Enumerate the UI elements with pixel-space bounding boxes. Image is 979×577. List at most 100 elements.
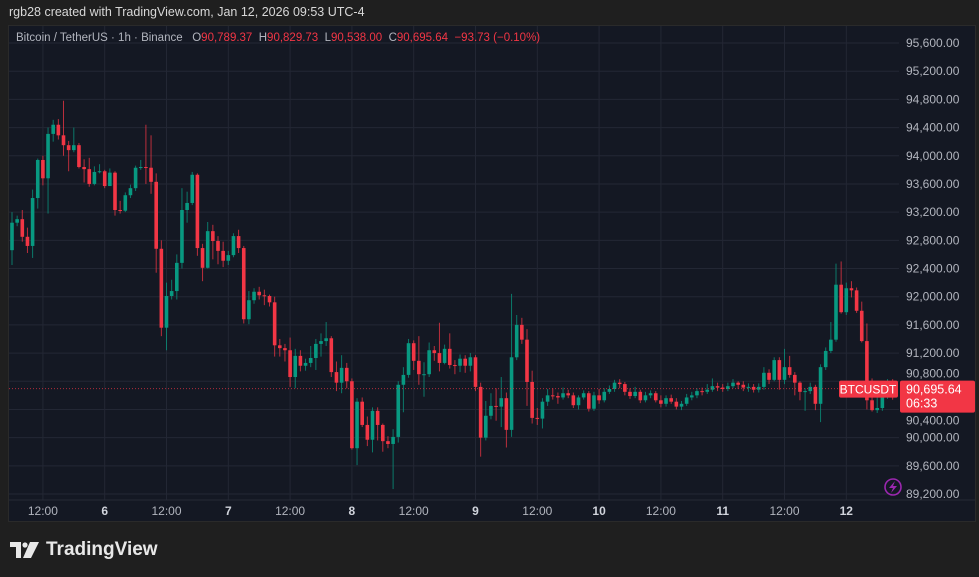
candle-down[interactable] [195, 174, 200, 249]
candle-down[interactable] [447, 348, 452, 366]
candle-up[interactable] [690, 395, 694, 398]
candle-down[interactable] [283, 348, 287, 351]
candle-up[interactable] [108, 172, 112, 187]
candle-up[interactable] [782, 367, 787, 380]
candle-down[interactable] [350, 381, 354, 449]
candle-down[interactable] [334, 372, 339, 383]
candle-down[interactable] [82, 167, 86, 170]
candle-down[interactable] [638, 391, 643, 401]
candle-up[interactable] [540, 401, 545, 419]
candle-up[interactable] [422, 374, 426, 376]
candle-down[interactable] [793, 374, 797, 383]
candle-up[interactable] [844, 288, 849, 313]
candle-up[interactable] [710, 386, 715, 390]
candle-down[interactable] [118, 210, 122, 212]
candle-up[interactable] [190, 174, 195, 203]
candle-down[interactable] [870, 400, 874, 411]
candle-down[interactable] [530, 381, 534, 418]
candle-up[interactable] [705, 389, 710, 392]
candle-up[interactable] [545, 395, 550, 402]
candle-up[interactable] [303, 362, 308, 366]
candle-down[interactable] [571, 395, 576, 406]
candle-down[interactable] [859, 310, 864, 342]
candle-up[interactable] [818, 367, 823, 404]
candle-down[interactable] [494, 405, 498, 407]
candle-down[interactable] [375, 410, 380, 425]
candle-up[interactable] [72, 145, 76, 151]
candle-up[interactable] [509, 357, 514, 430]
candle-up[interactable] [128, 188, 133, 196]
candle-down[interactable] [386, 441, 390, 444]
candle-down[interactable] [411, 343, 416, 361]
candle-up[interactable] [133, 167, 138, 189]
candle-down[interactable] [278, 345, 282, 349]
candle-down[interactable] [66, 145, 71, 151]
candle-up[interactable] [592, 395, 596, 409]
candle-down[interactable] [767, 372, 771, 380]
candle-down[interactable] [453, 365, 457, 367]
candle-up[interactable] [726, 386, 730, 390]
candle-up[interactable] [92, 171, 97, 184]
candle-down[interactable] [787, 367, 792, 375]
candle-up[interactable] [308, 357, 313, 363]
candle-up[interactable] [339, 367, 344, 383]
candle-up[interactable] [499, 398, 504, 407]
candle-up[interactable] [684, 397, 689, 404]
candle-up[interactable] [15, 219, 19, 223]
candle-up[interactable] [252, 291, 256, 301]
candle-down[interactable] [674, 401, 679, 407]
candle-down[interactable] [504, 398, 509, 430]
candle-up[interactable] [823, 350, 828, 368]
candle-down[interactable] [200, 248, 205, 268]
candle-up[interactable] [97, 171, 102, 173]
candle-down[interactable] [102, 171, 107, 187]
candle-down[interactable] [221, 250, 225, 261]
candle-down[interactable] [77, 145, 81, 168]
candle-down[interactable] [478, 386, 483, 438]
candle-up[interactable] [138, 167, 143, 169]
candle-up[interactable] [442, 348, 447, 363]
candle-up[interactable] [648, 393, 653, 396]
candle-up[interactable] [247, 300, 251, 320]
candle-up[interactable] [175, 262, 179, 292]
candle-down[interactable] [623, 384, 627, 392]
candle-up[interactable] [731, 382, 735, 387]
candle-down[interactable] [432, 350, 437, 354]
candle-up[interactable] [30, 198, 35, 246]
candle-down[interactable] [463, 358, 467, 366]
candle-down[interactable] [344, 367, 349, 382]
candle-up[interactable] [612, 382, 617, 390]
candle-down[interactable] [715, 386, 720, 388]
tradingview-logo[interactable]: TradingView [10, 539, 158, 561]
candle-down[interactable] [211, 231, 215, 242]
candle-down[interactable] [653, 393, 658, 401]
candle-up[interactable] [427, 350, 431, 375]
candle-down[interactable] [154, 181, 158, 249]
candle-down[interactable] [144, 167, 148, 169]
candle-down[interactable] [587, 393, 591, 409]
candle-up[interactable] [489, 405, 493, 416]
candle-up[interactable] [880, 395, 885, 409]
candle-down[interactable] [159, 248, 164, 328]
candle-up[interactable] [185, 202, 189, 211]
candle-up[interactable] [875, 408, 879, 411]
candle-up[interactable] [324, 338, 328, 342]
candle-down[interactable] [628, 391, 632, 397]
candle-up[interactable] [695, 391, 699, 396]
candle-down[interactable] [798, 382, 802, 392]
candle-up[interactable] [664, 398, 668, 404]
symbol-label[interactable]: Bitcoin / TetherUS · 1h · Binance [16, 32, 183, 44]
candle-down[interactable] [241, 248, 246, 320]
candle-up[interactable] [756, 386, 761, 390]
candle-up[interactable] [370, 410, 375, 440]
candle-down[interactable] [813, 386, 818, 404]
candle-down[interactable] [61, 135, 66, 146]
candle-up[interactable] [406, 343, 411, 375]
candle-up[interactable] [10, 222, 14, 251]
candle-up[interactable] [35, 159, 40, 199]
candle-up[interactable] [633, 391, 637, 397]
candle-down[interactable] [669, 398, 673, 402]
candle-down[interactable] [149, 167, 153, 182]
candle-down[interactable] [700, 391, 704, 393]
candle-up[interactable] [468, 357, 473, 366]
